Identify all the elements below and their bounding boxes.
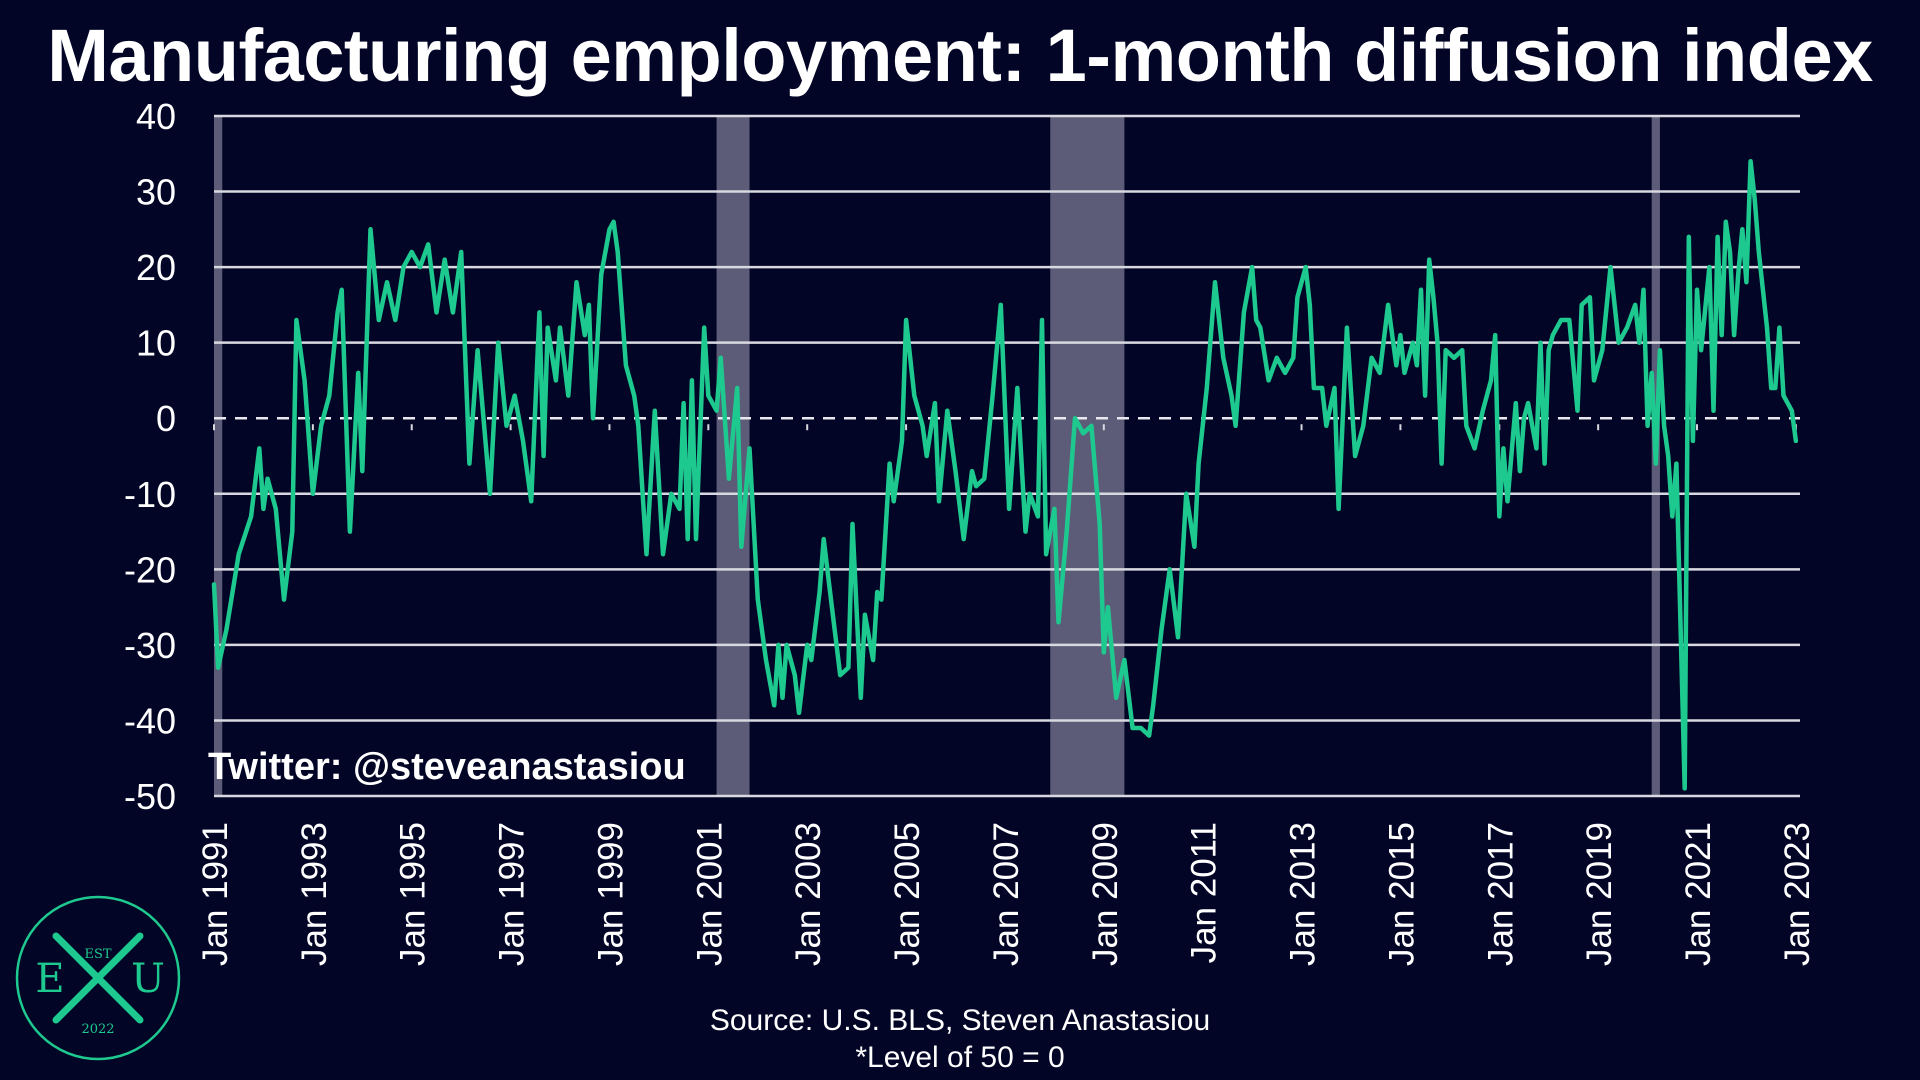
x-tick-label: Jan 2013 xyxy=(1284,822,1323,966)
chart-title: Manufacturing employment: 1-month diffus… xyxy=(47,14,1873,97)
x-tick-label: Jan 2017 xyxy=(1481,822,1520,966)
x-axis-ticks: Jan 1991 Jan 1993 Jan 1995 Jan 1997 Jan 1999… xyxy=(196,822,1817,966)
footnote: *Level of 50 = 0 xyxy=(855,1041,1065,1074)
x-tick-label: Jan 1997 xyxy=(493,822,532,966)
x-tick-label: Jan 1999 xyxy=(591,822,630,966)
x-tick-label: Jan 2015 xyxy=(1382,822,1421,966)
x-tick-label: Jan 2021 xyxy=(1679,822,1718,966)
x-tick-label: Jan 2003 xyxy=(789,822,828,966)
svg-text:EST: EST xyxy=(84,947,111,962)
x-tick-label: Jan 2019 xyxy=(1580,822,1619,966)
svg-text:U: U xyxy=(131,956,165,1002)
y-tick-label: -20 xyxy=(124,549,176,590)
y-tick-label: 40 xyxy=(136,96,176,137)
x-tick-label: Jan 2005 xyxy=(888,822,927,966)
svg-text:E: E xyxy=(35,956,64,1002)
exu-logo: EST E U 2022 xyxy=(15,895,181,1061)
y-tick-label: 0 xyxy=(156,398,176,439)
recession-band xyxy=(214,116,223,796)
y-tick-label: 10 xyxy=(136,323,176,364)
series-line xyxy=(211,159,1799,791)
series-line-layer xyxy=(211,159,1799,791)
x-tick-label: Jan 2001 xyxy=(690,822,729,966)
recession-shading xyxy=(214,116,1660,796)
source-note: Source: U.S. BLS, Steven Anastasiou xyxy=(709,1004,1211,1037)
x-tick-label: Jan 2007 xyxy=(987,822,1026,966)
svg-text:2022: 2022 xyxy=(81,1022,114,1037)
y-axis-ticks: 40 30 20 10 0 -10 -20 -30 -40 -50 xyxy=(124,96,176,817)
x-tick-label: Jan 2023 xyxy=(1778,822,1817,966)
y-tick-label: -30 xyxy=(124,625,176,666)
x-tick-label: Jan 1995 xyxy=(394,822,433,966)
y-tick-label: -50 xyxy=(124,776,176,817)
y-tick-label: 30 xyxy=(136,172,176,213)
x-tick-label: Jan 2011 xyxy=(1185,822,1224,963)
twitter-watermark: Twitter: @steveanastasiou xyxy=(208,746,686,788)
y-tick-label: -10 xyxy=(124,474,176,515)
recession-band xyxy=(1050,116,1125,796)
gridlines xyxy=(213,114,1800,798)
y-tick-label: -40 xyxy=(124,700,176,741)
x-tick-label: Jan 2009 xyxy=(1086,822,1125,966)
x-tick-label: Jan 1991 xyxy=(196,822,235,966)
y-tick-label: 20 xyxy=(136,247,176,288)
x-tick-label: Jan 1993 xyxy=(295,822,334,966)
